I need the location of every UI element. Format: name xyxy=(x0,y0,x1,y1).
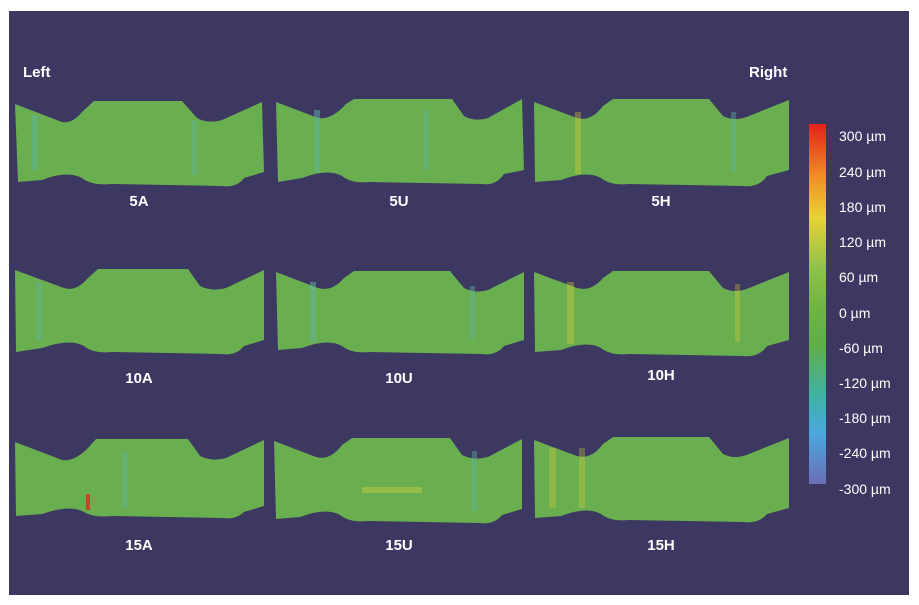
specimen-label: 15H xyxy=(647,537,675,554)
scale-tick-label: -60 µm xyxy=(839,340,883,356)
specimen-scan-5h xyxy=(531,98,793,188)
specimen-label: 15U xyxy=(385,537,413,554)
specimen-label: 15A xyxy=(125,537,153,554)
scale-tick-label: 60 µm xyxy=(839,269,879,285)
left-label: Left xyxy=(23,64,51,81)
color-scale-bar xyxy=(809,124,826,484)
specimen-label: 5A xyxy=(129,193,149,210)
specimen-scan-10h xyxy=(531,270,793,358)
scale-tick-label: 120 µm xyxy=(839,234,886,250)
specimen-scan-15h xyxy=(531,436,793,524)
scale-tick-label: -240 µm xyxy=(839,445,891,461)
specimen-label: 5H xyxy=(651,193,671,210)
specimen-scan-5u xyxy=(274,98,526,186)
scale-tick-label: 300 µm xyxy=(839,128,886,144)
scale-tick-label: -120 µm xyxy=(839,375,891,391)
scale-tick-label: 240 µm xyxy=(839,164,886,180)
right-label: Right xyxy=(749,64,788,81)
specimen-scan-10u xyxy=(274,270,528,356)
specimen-scan-5a xyxy=(12,100,266,188)
specimen-scan-15a xyxy=(12,438,268,520)
specimen-scan-15u xyxy=(272,437,526,525)
specimen-label: 10H xyxy=(647,367,675,384)
specimen-label: 5U xyxy=(389,193,409,210)
specimen-label: 10A xyxy=(125,370,153,387)
specimen-scan-10a xyxy=(12,268,268,356)
scale-tick-label: 180 µm xyxy=(839,199,886,215)
scale-tick-label: -300 µm xyxy=(839,481,891,497)
scale-tick-label: 0 µm xyxy=(839,305,871,321)
specimen-label: 10U xyxy=(385,370,413,387)
scale-tick-label: -180 µm xyxy=(839,410,891,426)
